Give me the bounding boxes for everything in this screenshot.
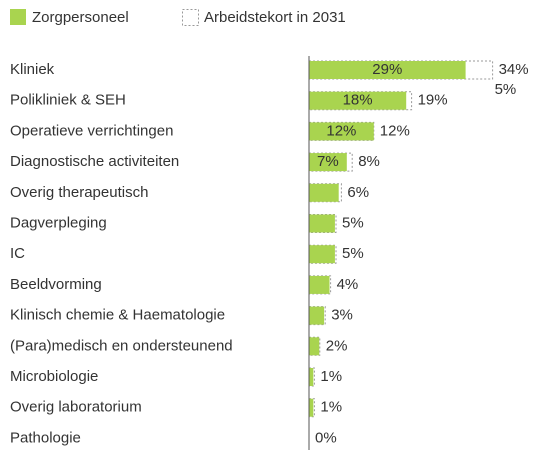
value-label: 19% [418, 92, 448, 109]
legend-label: Zorgpersoneel [32, 9, 129, 26]
inner-label: 18% [343, 92, 373, 109]
bar [309, 306, 325, 325]
category-label: IC [10, 245, 25, 262]
value-label: 2% [326, 337, 348, 354]
legend-swatch [10, 9, 26, 25]
category-label: (Para)medisch en ondersteunend [10, 337, 233, 354]
value-label: 0% [315, 429, 337, 446]
category-label: Klinisch chemie & Haematologie [10, 307, 225, 324]
category-label: Overig therapeutisch [10, 184, 148, 201]
value-label: 12% [380, 122, 410, 139]
value-label: 5% [342, 245, 364, 262]
value-label: 1% [320, 399, 342, 416]
bar [309, 245, 335, 264]
category-label: Kliniek [10, 61, 55, 78]
category-label: Beeldvorming [10, 276, 102, 293]
value-label: 5% [342, 214, 364, 231]
category-label: Overig laboratorium [10, 399, 142, 416]
bar [309, 153, 347, 172]
bar [309, 275, 330, 294]
annotation: 5% [495, 81, 517, 98]
inner-label: 12% [326, 122, 356, 139]
bar [309, 214, 335, 233]
value-label: 8% [358, 153, 380, 170]
value-label: 6% [347, 184, 369, 201]
legend-label: Arbeidstekort in 2031 [204, 9, 346, 26]
legend-swatch [182, 9, 199, 26]
value-label: 1% [320, 368, 342, 385]
bar [309, 368, 314, 386]
value-label: 3% [331, 307, 353, 324]
category-label: Operatieve verrichtingen [10, 122, 173, 139]
bar [309, 337, 320, 356]
category-label: Dagverpleging [10, 214, 107, 231]
bar [309, 398, 314, 417]
bar [309, 61, 466, 79]
inner-label: 7% [317, 153, 339, 170]
inner-label: 29% [372, 61, 402, 78]
value-label: 34% [499, 61, 529, 78]
category-label: Diagnostische activiteiten [10, 153, 179, 170]
category-label: Microbiologie [10, 368, 98, 385]
category-label: Pathologie [10, 429, 81, 446]
bar [309, 122, 374, 141]
bar [309, 183, 339, 202]
value-label: 4% [337, 276, 359, 293]
category-label: Polikliniek & SEH [10, 92, 126, 109]
bar [309, 91, 407, 110]
